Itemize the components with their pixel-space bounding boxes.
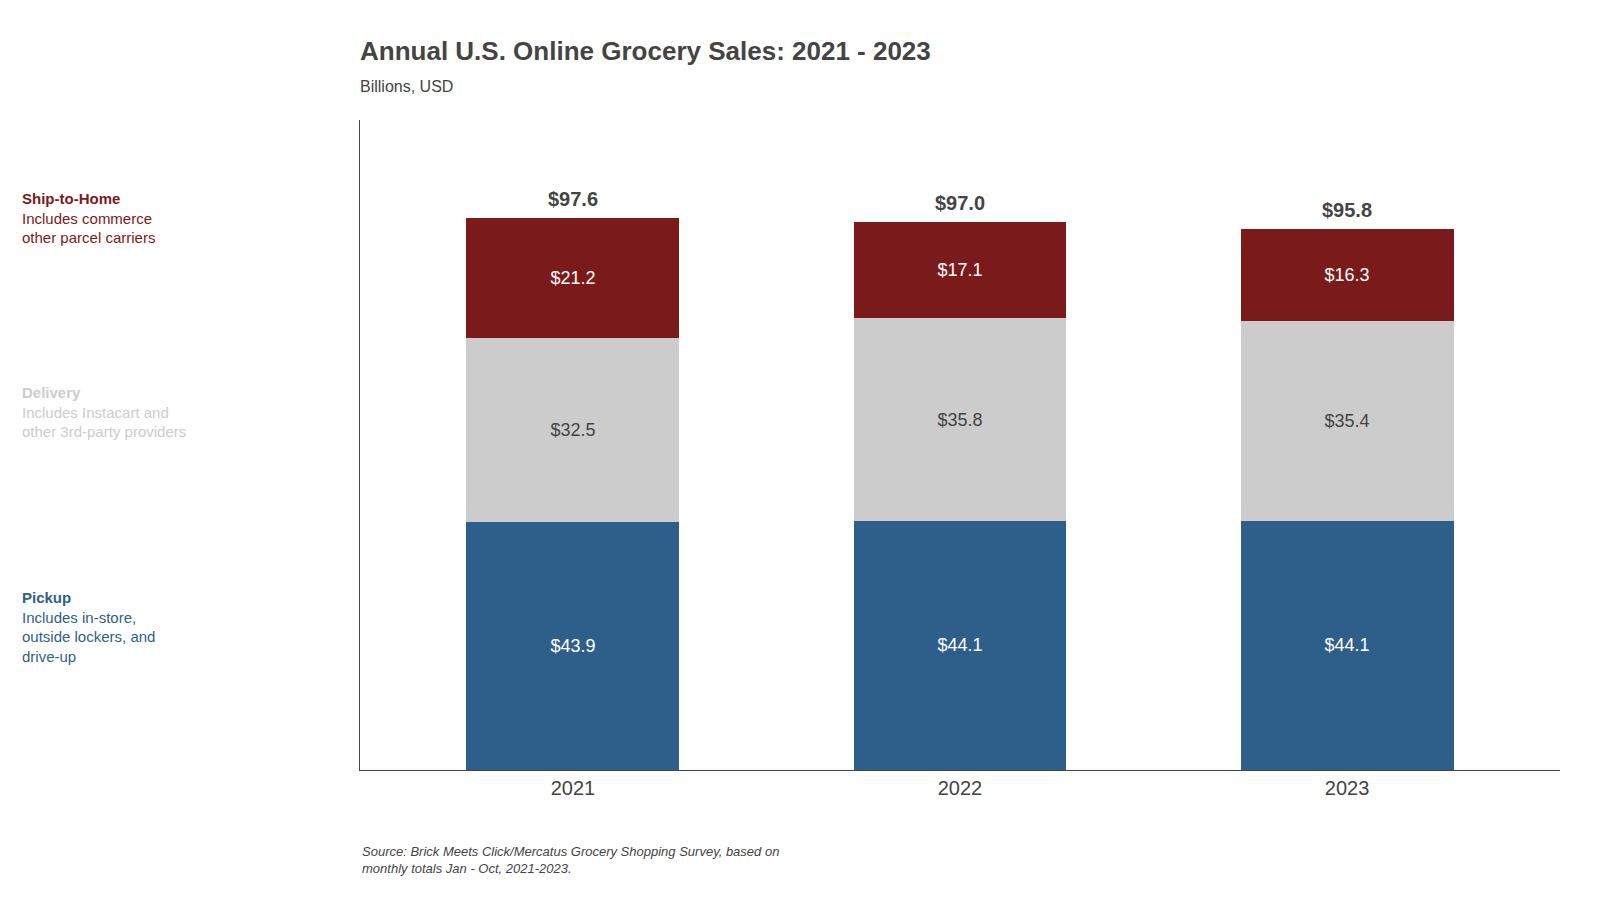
svg-text:Annual U.S. Online Grocery Sal: Annual U.S. Online Grocery Sales: 2021 -… <box>360 36 931 66</box>
svg-text:$32.5: $32.5 <box>550 420 595 440</box>
svg-text:DeliveryIncludes Instacart and: DeliveryIncludes Instacart andother 3rd-… <box>22 384 186 440</box>
svg-text:Source: Brick Meets Click/Merc: Source: Brick Meets Click/Mercatus Groce… <box>362 844 779 876</box>
svg-text:$21.2: $21.2 <box>550 268 595 288</box>
svg-text:2022: 2022 <box>938 777 983 799</box>
svg-text:PickupIncludes in-store,outsid: PickupIncludes in-store,outside lockers,… <box>22 589 155 665</box>
svg-text:2023: 2023 <box>1325 777 1370 799</box>
svg-text:$17.1: $17.1 <box>937 260 982 280</box>
svg-text:$44.1: $44.1 <box>937 635 982 655</box>
svg-text:$35.4: $35.4 <box>1325 411 1370 431</box>
svg-text:$35.8: $35.8 <box>937 410 982 430</box>
svg-text:2021: 2021 <box>551 777 596 799</box>
svg-text:$16.3: $16.3 <box>1325 265 1370 285</box>
svg-text:$95.8: $95.8 <box>1322 199 1372 221</box>
svg-text:$44.1: $44.1 <box>1325 635 1370 655</box>
svg-text:$97.6: $97.6 <box>548 188 598 210</box>
svg-text:Billions, USD: Billions, USD <box>360 78 453 95</box>
svg-text:Ship-to-HomeIncludes commerceo: Ship-to-HomeIncludes commerceother parce… <box>22 190 155 246</box>
svg-text:$97.0: $97.0 <box>935 192 985 214</box>
svg-text:$43.9: $43.9 <box>550 636 595 656</box>
